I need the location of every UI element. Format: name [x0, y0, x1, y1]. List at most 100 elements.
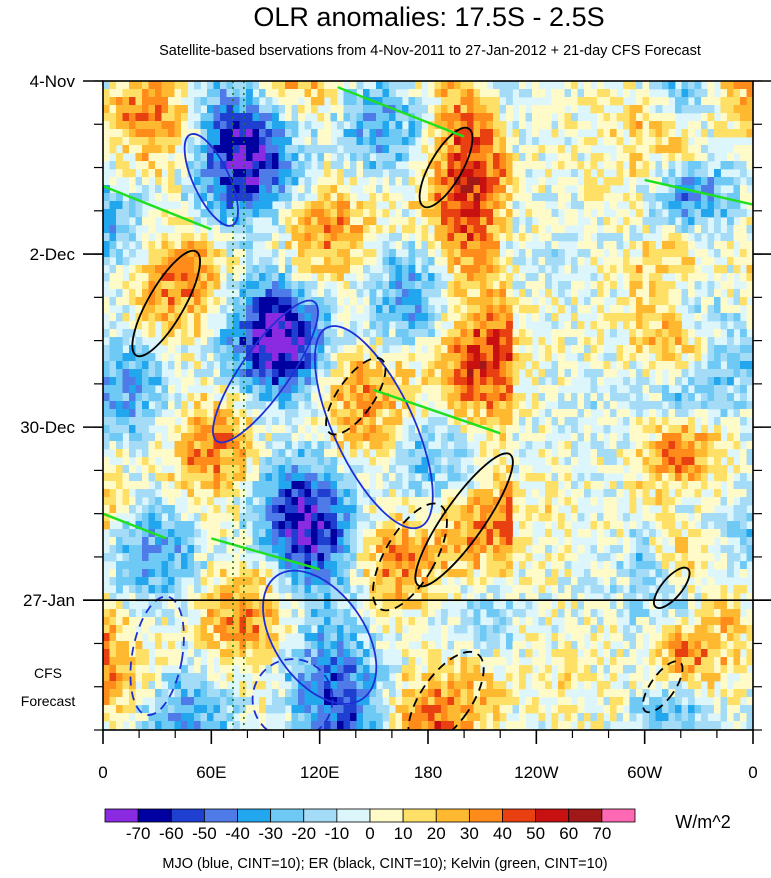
heat-cell: [168, 385, 175, 394]
heat-cell: [278, 121, 286, 130]
heat-cell: [402, 457, 409, 466]
heat-cell: [116, 465, 123, 474]
heat-cell: [369, 505, 377, 514]
heat-cell: [707, 257, 715, 266]
heat-cell: [239, 97, 247, 106]
heat-cell: [467, 233, 474, 242]
heat-cell: [200, 321, 208, 330]
heat-cell: [181, 233, 188, 242]
heat-cell: [369, 409, 377, 418]
heat-cell: [480, 513, 487, 522]
heat-cell: [402, 105, 409, 114]
heat-cell: [421, 361, 429, 370]
heat-cell: [207, 257, 214, 266]
heat-cell: [421, 233, 429, 242]
heat-cell: [545, 537, 552, 546]
heat-cell: [135, 537, 143, 546]
heat-cell: [545, 449, 552, 458]
heat-cell: [135, 369, 143, 378]
heat-cell: [135, 345, 143, 354]
heat-cell: [681, 473, 689, 482]
heat-cell: [330, 265, 338, 274]
heat-cell: [382, 89, 390, 98]
heat-cell: [330, 513, 338, 522]
heat-cell: [239, 393, 247, 402]
heat-cell: [493, 465, 500, 474]
heat-cell: [122, 481, 130, 490]
heat-cell: [668, 209, 676, 218]
heat-cell: [330, 249, 338, 258]
heat-cell: [558, 281, 565, 290]
heat-cell: [278, 185, 286, 194]
heat-cell: [161, 537, 169, 546]
heat-cell: [668, 329, 676, 338]
heat-cell: [168, 113, 175, 122]
heat-cell: [681, 417, 689, 426]
heat-cell: [109, 505, 117, 514]
heat-cell: [480, 249, 487, 258]
heat-cell: [681, 257, 689, 266]
heat-cell: [746, 313, 753, 322]
heat-cell: [707, 113, 715, 122]
heat-cell: [603, 417, 611, 426]
heat-cell: [259, 281, 266, 290]
heat-cell: [707, 529, 715, 538]
heat-cell: [233, 393, 240, 402]
heat-cell: [376, 393, 383, 402]
heat-cell: [168, 449, 175, 458]
heat-cell: [623, 113, 630, 122]
heat-cell: [382, 505, 390, 514]
heat-cell: [155, 129, 162, 138]
heat-cell: [304, 329, 312, 338]
heat-cell: [733, 345, 741, 354]
heat-cell: [337, 545, 344, 554]
heat-cell: [623, 265, 630, 274]
heat-cell: [246, 201, 253, 210]
heat-cell: [213, 97, 221, 106]
heat-cell: [148, 241, 156, 250]
heat-cell: [662, 361, 669, 370]
heat-cell: [655, 121, 663, 130]
heat-cell: [616, 297, 624, 306]
heat-cell: [304, 121, 312, 130]
heat-cell: [558, 449, 565, 458]
heat-cell: [538, 161, 546, 170]
heat-cell: [135, 409, 143, 418]
heat-cell: [668, 289, 676, 298]
heat-cell: [278, 209, 286, 218]
heat-cell: [129, 97, 136, 106]
heat-cell: [324, 249, 331, 258]
heat-cell: [122, 225, 130, 234]
heat-cell: [233, 489, 240, 498]
heat-cell: [447, 281, 455, 290]
heat-cell: [688, 257, 695, 266]
heat-cell: [259, 473, 266, 482]
heat-cell: [350, 289, 357, 298]
heat-cell: [324, 497, 331, 506]
heat-cell: [701, 249, 708, 258]
heat-cell: [610, 409, 617, 418]
heat-cell: [343, 185, 351, 194]
heat-cell: [525, 569, 533, 578]
heat-cell: [480, 361, 487, 370]
heat-cell: [538, 385, 546, 394]
heat-cell: [668, 417, 676, 426]
heat-cell: [350, 441, 357, 450]
heat-cell: [519, 289, 526, 298]
heat-cell: [278, 329, 286, 338]
heat-cell: [506, 289, 513, 298]
heat-cell: [220, 401, 227, 410]
heat-cell: [447, 521, 455, 530]
heat-cell: [454, 209, 461, 218]
heat-cell: [480, 473, 487, 482]
heat-cell: [506, 137, 513, 146]
heat-cell: [337, 81, 344, 90]
heat-cell: [733, 265, 741, 274]
heat-cell: [662, 449, 669, 458]
heat-cell: [142, 521, 149, 530]
heat-cell: [369, 121, 377, 130]
heat-cell: [272, 465, 279, 474]
heat-cell: [207, 369, 214, 378]
heat-cell: [317, 145, 325, 154]
heat-cell: [142, 569, 149, 578]
